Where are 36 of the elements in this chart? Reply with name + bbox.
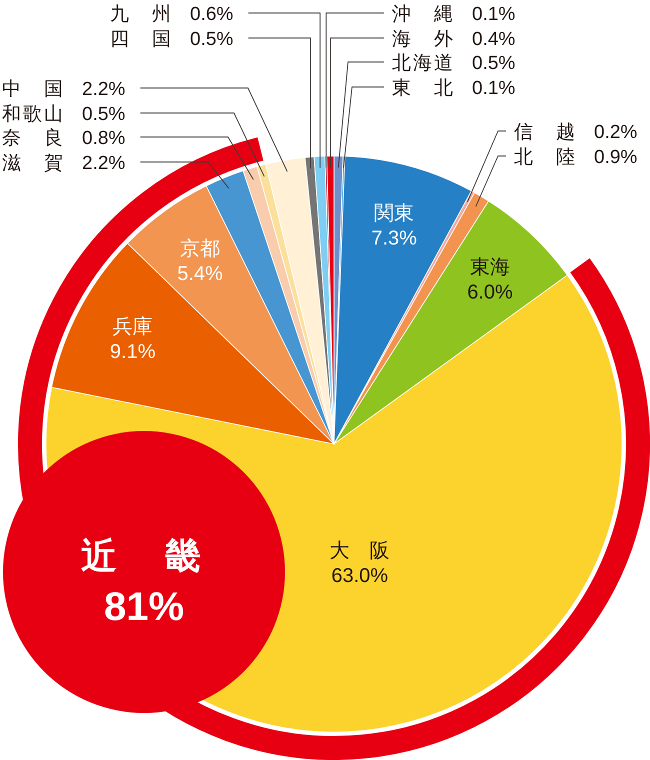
data-label: 0.6%	[190, 4, 234, 25]
data-label: 5.4%	[177, 263, 224, 286]
slice-label: 中 国	[2, 79, 65, 100]
slice-label: 和歌山	[2, 104, 65, 125]
slice-label: 四 国	[110, 29, 173, 50]
text: 81%	[104, 585, 184, 629]
slice-label: 北 陸	[514, 147, 577, 168]
slice-label: 東海	[470, 256, 510, 278]
slice-label: 滋 賀	[2, 153, 65, 174]
data-label: 0.1%	[472, 4, 516, 25]
data-label: 0.2%	[594, 122, 638, 143]
slice-label: 奈 良	[2, 127, 65, 149]
data-label: 0.5%	[190, 29, 234, 50]
slice-label: 沖 縄	[392, 4, 455, 25]
data-label: 0.1%	[472, 78, 516, 99]
data-label: 0.5%	[82, 104, 126, 125]
data-label: 0.8%	[82, 128, 126, 149]
slice-label: 東 北	[392, 78, 455, 99]
data-label: 0.9%	[594, 147, 638, 168]
data-label: 2.2%	[82, 153, 126, 174]
data-label: 9.1%	[110, 340, 156, 363]
slice-label: 九 州	[110, 4, 173, 25]
slice-label: 信 越	[514, 122, 577, 143]
data-label: 0.4%	[472, 29, 516, 50]
data-label: 63.0%	[331, 565, 388, 588]
slice-label: 兵庫	[112, 316, 153, 338]
data-label: 7.3%	[371, 228, 418, 250]
slice-label: 京都	[180, 238, 220, 260]
text: 近 畿	[81, 535, 207, 576]
slice-label: 北海道	[392, 53, 455, 74]
data-label: 2.2%	[82, 79, 126, 100]
data-label: 6.0%	[467, 281, 514, 304]
slice-label: 大 阪	[330, 540, 390, 562]
data-label: 0.5%	[472, 53, 516, 74]
slice-label: 海 外	[392, 29, 455, 50]
slice-label: 関東	[374, 202, 414, 225]
